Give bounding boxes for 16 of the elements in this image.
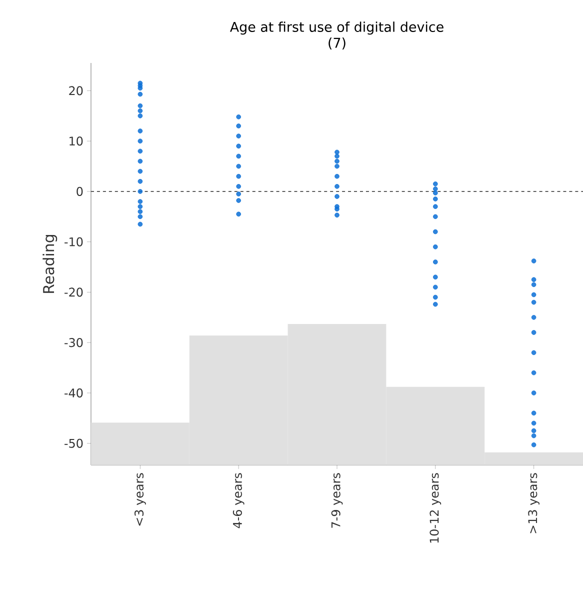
y-tick-label: 20: [69, 86, 83, 96]
y-tick-label: -40: [64, 388, 83, 398]
y-tick-label: 10: [70, 136, 83, 146]
y-axis-title: Reading: [42, 235, 58, 293]
x-tick-label: 4-6 years: [232, 473, 244, 528]
y-tick-label: -10: [64, 237, 83, 246]
chart-title: Age at first use of digital device: [230, 22, 444, 35]
x-tick-label: <3 years: [134, 473, 146, 526]
x-tick-label: >13 years: [528, 473, 540, 534]
x-tick-label: 7-9 years: [331, 473, 343, 528]
x-tick-label: 10-12 years: [430, 473, 442, 543]
y-tick-label: -20: [64, 288, 83, 297]
y-tick-label: -30: [64, 338, 83, 348]
chart-subtitle: (7): [328, 38, 346, 50]
y-tick-label: -50: [64, 438, 83, 448]
y-tick-label: 0: [76, 186, 83, 196]
